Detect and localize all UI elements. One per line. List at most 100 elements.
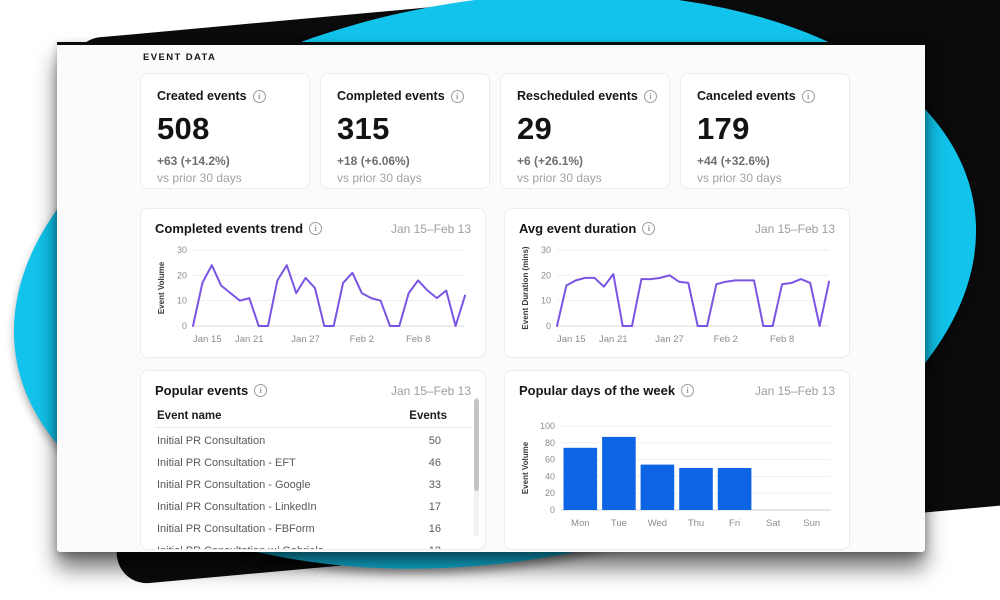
stat-title: Completed events bbox=[337, 89, 445, 103]
svg-text:10: 10 bbox=[177, 296, 187, 306]
event-name-cell: Initial PR Consultation w/ Gabriela bbox=[157, 545, 324, 549]
svg-text:Feb 8: Feb 8 bbox=[406, 334, 430, 345]
date-range: Jan 15–Feb 13 bbox=[390, 221, 471, 236]
svg-text:Jan 27: Jan 27 bbox=[291, 334, 320, 345]
stat-card-created: Created events i 508 +63 (+14.2%) vs pri… bbox=[140, 73, 310, 189]
table-row: Initial PR Consultation 50 bbox=[155, 430, 471, 452]
table-body: Initial PR Consultation 50 Initial PR Cons… bbox=[155, 430, 471, 549]
event-name-cell: Initial PR Consultation - EFT bbox=[157, 457, 296, 469]
stat-value: 179 bbox=[697, 111, 750, 146]
stat-value: 508 bbox=[157, 111, 210, 146]
stat-cards-row: Created events i 508 +63 (+14.2%) vs pri… bbox=[140, 73, 850, 189]
table-row: Initial PR Consultation - EFT 46 bbox=[155, 452, 471, 474]
popular-days-bar-chart: 0 20 40 60 80 100 Mon Tue Wed Thu Fri Sat Sun Event V… bbox=[521, 421, 831, 529]
avg-event-duration-card: Avg event duration i Jan 15–Feb 13 0 10 20… bbox=[504, 208, 850, 358]
svg-text:Feb 8: Feb 8 bbox=[770, 334, 794, 345]
event-count-cell: 33 bbox=[428, 479, 441, 491]
info-icon[interactable]: i bbox=[643, 89, 657, 103]
stat-delta: +6 (+26.1%) bbox=[517, 154, 584, 168]
scrollbar-thumb[interactable] bbox=[474, 399, 479, 491]
popular-events-card: Popular events i Jan 15–Feb 13 Event nam… bbox=[140, 370, 486, 550]
column-header-events: Events bbox=[409, 410, 447, 422]
info-icon[interactable]: i bbox=[254, 384, 268, 397]
event-count-cell: 50 bbox=[428, 435, 441, 447]
popular-days-card: Popular days of the week i Jan 15–Feb 13… bbox=[504, 370, 850, 550]
stat-value: 315 bbox=[337, 111, 390, 146]
completed-events-trend-chart: 0 10 20 30 Jan 15 Jan 21 Jan 27 Feb 2 Feb 8 Event… bbox=[157, 245, 466, 345]
table-header: Event name Events bbox=[155, 410, 471, 428]
stat-delta: +18 (+6.06%) bbox=[337, 154, 410, 168]
info-icon[interactable]: i bbox=[252, 89, 266, 103]
chart-title: Avg event duration bbox=[519, 221, 637, 236]
svg-text:Thu: Thu bbox=[688, 518, 704, 529]
info-icon[interactable]: i bbox=[309, 222, 323, 235]
section-label: EVENT DATA bbox=[143, 52, 217, 63]
table-row: Initial PR Consultation w/ Gabriela 12 bbox=[155, 540, 471, 549]
table-row: Initial PR Consultation - LinkedIn 17 bbox=[155, 496, 471, 518]
stat-card-rescheduled: Rescheduled events i 29 +6 (+26.1%) vs p… bbox=[500, 73, 670, 189]
column-header-event-name: Event name bbox=[157, 410, 222, 422]
info-icon[interactable]: i bbox=[801, 89, 815, 103]
chart-title: Popular events bbox=[155, 383, 249, 398]
svg-text:10: 10 bbox=[541, 296, 551, 306]
event-name-cell: Initial PR Consultation - FBForm bbox=[157, 523, 315, 535]
svg-text:Fri: Fri bbox=[729, 518, 740, 529]
info-icon[interactable]: i bbox=[681, 384, 695, 397]
svg-text:20: 20 bbox=[545, 488, 555, 498]
svg-text:Jan 15: Jan 15 bbox=[193, 334, 222, 345]
svg-text:Sat: Sat bbox=[766, 518, 781, 529]
stat-caption: vs prior 30 days bbox=[157, 171, 242, 185]
stat-title: Created events bbox=[157, 89, 247, 103]
svg-text:Event Volume: Event Volume bbox=[157, 261, 166, 314]
svg-text:30: 30 bbox=[177, 245, 187, 255]
svg-text:Jan 21: Jan 21 bbox=[599, 334, 628, 345]
table-row: Initial PR Consultation - Google 33 bbox=[155, 474, 471, 496]
stat-caption: vs prior 30 days bbox=[337, 171, 422, 185]
stat-card-completed: Completed events i 315 +18 (+6.06%) vs p… bbox=[320, 73, 490, 189]
chart-title: Popular days of the week bbox=[519, 383, 676, 398]
event-count-cell: 17 bbox=[428, 501, 441, 513]
completed-events-trend-card: Completed events trend i Jan 15–Feb 13 0… bbox=[140, 208, 486, 358]
svg-text:Feb 2: Feb 2 bbox=[350, 334, 374, 345]
svg-text:Jan 27: Jan 27 bbox=[655, 334, 684, 345]
event-name-cell: Initial PR Consultation - Google bbox=[157, 479, 311, 491]
svg-text:Jan 21: Jan 21 bbox=[235, 334, 264, 345]
stat-title: Canceled events bbox=[697, 89, 796, 103]
svg-text:Sun: Sun bbox=[803, 518, 820, 529]
bottom-row: Popular events i Jan 15–Feb 13 Event nam… bbox=[140, 370, 850, 550]
stat-delta: +44 (+32.6%) bbox=[697, 154, 770, 168]
event-count-cell: 12 bbox=[429, 545, 441, 549]
svg-text:Feb 2: Feb 2 bbox=[714, 334, 738, 345]
svg-text:Mon: Mon bbox=[571, 518, 589, 529]
scrollbar-track[interactable] bbox=[474, 397, 479, 537]
date-range: Jan 15–Feb 13 bbox=[390, 383, 471, 398]
svg-text:30: 30 bbox=[541, 245, 551, 255]
svg-text:Event Volume: Event Volume bbox=[521, 441, 530, 494]
date-range: Jan 15–Feb 13 bbox=[754, 383, 835, 398]
charts-row: Completed events trend i Jan 15–Feb 13 0… bbox=[140, 208, 850, 358]
stat-delta: +63 (+14.2%) bbox=[157, 154, 230, 168]
event-count-cell: 46 bbox=[428, 457, 441, 469]
svg-text:0: 0 bbox=[546, 321, 551, 331]
stat-card-canceled: Canceled events i 179 +44 (+32.6%) vs pr… bbox=[680, 73, 850, 189]
event-name-cell: Initial PR Consultation bbox=[157, 435, 266, 447]
svg-text:Event Duration (mins): Event Duration (mins) bbox=[521, 246, 530, 329]
svg-text:Tue: Tue bbox=[611, 518, 627, 529]
svg-text:Wed: Wed bbox=[648, 518, 667, 529]
date-range: Jan 15–Feb 13 bbox=[754, 221, 835, 236]
info-icon[interactable]: i bbox=[642, 222, 656, 235]
table-row: Initial PR Consultation - FBForm 16 bbox=[155, 518, 471, 540]
svg-text:20: 20 bbox=[541, 270, 551, 280]
svg-text:Jan 15: Jan 15 bbox=[557, 334, 586, 345]
stat-caption: vs prior 30 days bbox=[517, 171, 602, 185]
avg-event-duration-chart: 0 10 20 30 Jan 15 Jan 21 Jan 27 Feb 2 Feb 8 Event… bbox=[521, 245, 830, 345]
stat-title: Rescheduled events bbox=[517, 89, 638, 103]
stat-value: 29 bbox=[517, 111, 553, 146]
info-icon[interactable]: i bbox=[450, 89, 464, 103]
svg-text:60: 60 bbox=[545, 455, 555, 465]
chart-title: Completed events trend bbox=[155, 221, 304, 236]
svg-text:0: 0 bbox=[182, 321, 187, 331]
svg-text:100: 100 bbox=[540, 421, 555, 431]
dashboard-panel: EVENT DATA Created events i 508 +63 (+14… bbox=[57, 42, 925, 552]
